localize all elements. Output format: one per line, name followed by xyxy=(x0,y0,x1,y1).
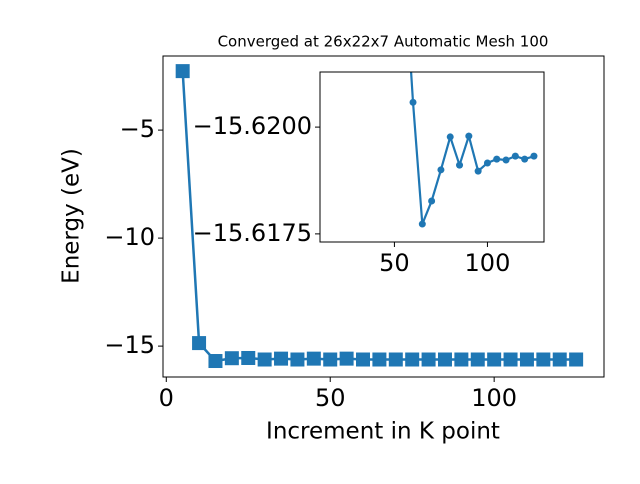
axes-frame xyxy=(319,71,545,243)
y-tick-label: −15.6200 xyxy=(193,112,312,140)
x-tick-label: 100 xyxy=(471,384,517,412)
y-tick-label: −15 xyxy=(104,331,155,359)
marker xyxy=(530,152,538,160)
marker xyxy=(323,352,338,367)
marker xyxy=(405,352,420,367)
marker xyxy=(257,352,272,367)
marker xyxy=(511,152,519,160)
marker xyxy=(356,352,371,367)
marker xyxy=(224,351,239,366)
marker xyxy=(372,352,387,367)
marker xyxy=(241,350,256,365)
marker xyxy=(446,133,454,141)
marker xyxy=(428,197,436,205)
y-axis-label: Energy (eV) xyxy=(59,148,85,284)
x-tick-label: 50 xyxy=(379,249,410,277)
marker xyxy=(421,352,436,367)
marker xyxy=(502,156,510,164)
marker xyxy=(474,167,482,175)
x-tick-label: 0 xyxy=(159,384,174,412)
marker xyxy=(569,352,584,367)
marker xyxy=(503,352,518,367)
marker xyxy=(409,98,417,106)
marker xyxy=(487,352,502,367)
marker xyxy=(437,166,445,174)
marker xyxy=(339,351,354,366)
marker xyxy=(456,161,464,169)
series xyxy=(409,72,538,228)
marker xyxy=(418,220,426,228)
marker xyxy=(175,64,190,79)
y-tick-label: −15.6175 xyxy=(193,219,312,247)
marker xyxy=(519,352,534,367)
marker xyxy=(290,352,305,367)
series xyxy=(175,64,584,369)
marker xyxy=(470,352,485,367)
marker xyxy=(483,159,491,167)
marker xyxy=(274,351,289,366)
plot-area xyxy=(320,72,544,242)
marker xyxy=(454,352,469,367)
marker xyxy=(208,354,223,369)
y-tick-label: −10 xyxy=(104,223,155,251)
x-tick-label: 50 xyxy=(315,384,346,412)
marker xyxy=(192,336,207,351)
marker xyxy=(388,352,403,367)
x-axis-label: Increment in K point xyxy=(266,419,500,445)
axes-frame xyxy=(162,55,605,378)
marker xyxy=(521,155,529,163)
chart-title: Converged at 26x22x7 Automatic Mesh 100 xyxy=(218,33,549,51)
marker xyxy=(536,352,551,367)
marker xyxy=(552,352,567,367)
marker xyxy=(493,155,501,163)
x-tick-label: 100 xyxy=(465,249,511,277)
marker xyxy=(437,352,452,367)
y-tick-label: −5 xyxy=(120,115,155,143)
marker xyxy=(465,132,473,140)
marker xyxy=(306,351,321,366)
